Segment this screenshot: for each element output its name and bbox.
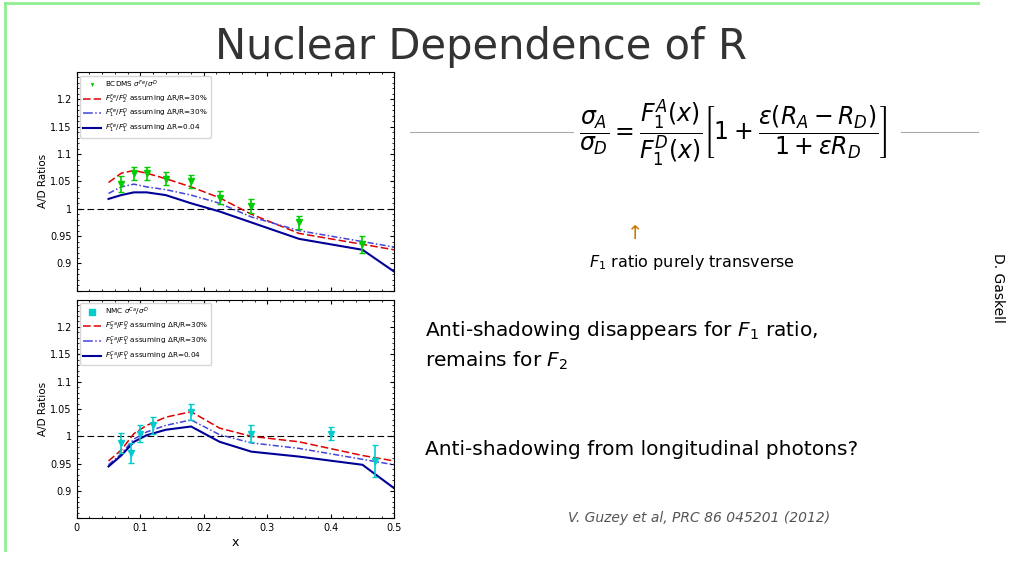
Text: Nuclear Dependence of R: Nuclear Dependence of R bbox=[215, 26, 748, 68]
Y-axis label: A/D Ratios: A/D Ratios bbox=[38, 154, 48, 209]
Legend: NMC $\sigma^{Ca}/\sigma^{D}$, $F_2^{Ca}/F_2^{D}$ assuming $\Delta$R/R=30%, $F_1^: NMC $\sigma^{Ca}/\sigma^{D}$, $F_2^{Ca}/… bbox=[81, 303, 211, 366]
Text: Anti-shadowing disappears for $F_1$ ratio,
remains for $F_2$: Anti-shadowing disappears for $F_1$ rati… bbox=[425, 319, 818, 373]
Y-axis label: A/D Ratios: A/D Ratios bbox=[38, 382, 48, 436]
Text: D. Gaskell: D. Gaskell bbox=[991, 253, 1006, 323]
Text: $\dfrac{\sigma_A}{\sigma_D} = \dfrac{F_1^A(x)}{F_1^D(x)}\left[ 1 + \dfrac{\epsil: $\dfrac{\sigma_A}{\sigma_D} = \dfrac{F_1… bbox=[579, 97, 887, 168]
Text: V. Guzey et al, PRC 86 045201 (2012): V. Guzey et al, PRC 86 045201 (2012) bbox=[568, 511, 830, 525]
X-axis label: x: x bbox=[231, 536, 240, 549]
Legend: BCDMS $\sigma^{Fe}/\sigma^{D}$, $F_2^{Fe}/F_2^{D}$ assuming $\Delta$R/R=30%, $F_: BCDMS $\sigma^{Fe}/\sigma^{D}$, $F_2^{Fe… bbox=[81, 75, 211, 138]
Text: $\uparrow$: $\uparrow$ bbox=[623, 224, 641, 242]
Text: $\mathit{F}_1$ ratio purely transverse: $\mathit{F}_1$ ratio purely transverse bbox=[589, 253, 795, 271]
Text: Anti-shadowing from longitudinal photons?: Anti-shadowing from longitudinal photons… bbox=[425, 440, 858, 458]
